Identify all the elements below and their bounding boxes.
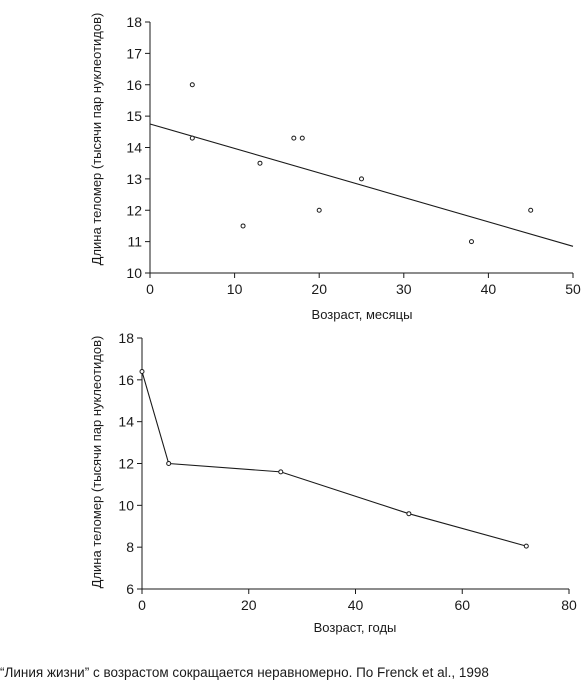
x-tick-label: 0 — [138, 597, 146, 613]
data-point — [291, 135, 297, 141]
chart1-y-axis-title: Длина теломер (тысячи пар нуклеотидов) — [89, 13, 104, 266]
data-point — [240, 223, 246, 229]
data-point — [523, 543, 529, 549]
x-tick-label: 60 — [454, 597, 470, 613]
chart2-x-axis-title: Возраст, годы — [314, 620, 397, 635]
x-tick-label: 0 — [146, 281, 154, 297]
y-tick-label: 10 — [118, 497, 134, 513]
y-tick-label: 14 — [126, 140, 142, 156]
figure-caption: “Линия жизни” с возрастом сокращается не… — [0, 665, 489, 680]
x-tick-label: 20 — [311, 281, 327, 297]
x-tick-label: 80 — [561, 597, 577, 613]
data-point — [139, 368, 145, 374]
data-point — [316, 207, 322, 213]
data-point — [189, 135, 195, 141]
y-tick-label: 15 — [126, 108, 142, 124]
data-point — [406, 511, 412, 517]
x-tick-label: 20 — [241, 597, 257, 613]
data-point — [359, 176, 364, 182]
y-tick-label: 12 — [126, 202, 142, 218]
chart1-frame — [149, 22, 573, 274]
x-tick-label: 40 — [348, 597, 364, 613]
y-tick-label: 13 — [126, 171, 142, 187]
data-point — [299, 135, 305, 141]
y-tick-label: 18 — [118, 330, 134, 346]
y-tick-label: 18 — [126, 14, 142, 30]
trendline — [149, 123, 574, 247]
data-point — [189, 82, 195, 88]
y-tick-label: 6 — [126, 581, 134, 597]
chart2-series — [139, 368, 529, 549]
y-tick-label: 14 — [118, 414, 134, 430]
y-tick-label: 8 — [126, 539, 134, 555]
x-tick-label: 30 — [396, 281, 412, 297]
series-line — [141, 371, 527, 547]
y-tick-label: 11 — [127, 234, 142, 250]
chart2-y-ticks: 6 8 10 12 14 16 18 — [118, 330, 142, 597]
y-tick-label: 10 — [126, 265, 142, 281]
data-point — [528, 207, 534, 213]
x-tick-label: 50 — [565, 281, 581, 297]
chart1-y-ticks: 10 11 12 13 14 15 16 17 18 — [126, 14, 150, 281]
line-chart: 6 8 10 12 14 16 18 0 20 40 60 80 Возраст, годы Дли… — [89, 330, 577, 635]
x-tick-label: 40 — [481, 281, 497, 297]
chart1-points — [189, 82, 534, 245]
y-tick-label: 16 — [126, 77, 142, 93]
chart2-frame — [141, 338, 569, 590]
chart1-x-axis-title: Возраст, месяцы — [312, 307, 413, 322]
chart1-trendline-group — [149, 123, 574, 247]
data-point — [468, 239, 474, 245]
chart2-x-ticks: 0 20 40 60 80 — [138, 589, 577, 613]
data-point — [166, 461, 172, 466]
chart2-y-axis-title: Длина теломер (тысячи пар нуклеотидов) — [89, 336, 104, 589]
data-point — [278, 469, 284, 475]
chart1-x-ticks: 0 10 20 30 40 50 — [146, 273, 581, 297]
y-tick-label: 17 — [126, 45, 142, 61]
y-tick-label: 16 — [118, 372, 134, 388]
y-tick-label: 12 — [118, 456, 134, 472]
data-point — [257, 160, 263, 166]
x-tick-label: 10 — [227, 281, 243, 297]
